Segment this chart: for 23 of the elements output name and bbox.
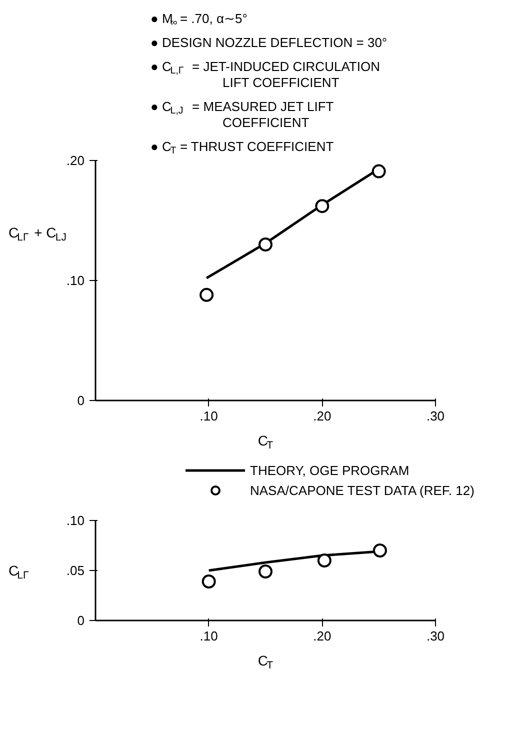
x-tick-label: .30 [426,628,445,644]
point [372,164,386,178]
y-tick-label: .05 [66,563,85,578]
legend-label: NASA/CAPONE TEST DATA (REF. 12) [250,482,474,498]
point [258,238,272,252]
point [200,288,214,302]
point [315,199,330,214]
y-tick-label: .10 [66,273,85,288]
x-tick-label: .30 [426,408,445,424]
point [258,564,272,578]
x-tick-label: .20 [313,628,332,644]
text: ● DESIGN NOZZLE DEFLECTION = 30° [150,35,388,50]
point [317,554,332,568]
y-tick-label: .10 [66,513,85,528]
y-tick-label: .20 [66,153,85,168]
y-tick-label: 0 [77,393,85,408]
point [202,574,216,588]
x-tick-label: .20 [313,408,332,424]
y-tick-label: 0 [77,613,85,628]
point [372,544,387,558]
legend-label: THEORY, OGE PROGRAM [250,462,410,478]
x-tick-label: .10 [200,628,218,644]
x-tick-label: .10 [200,408,218,424]
